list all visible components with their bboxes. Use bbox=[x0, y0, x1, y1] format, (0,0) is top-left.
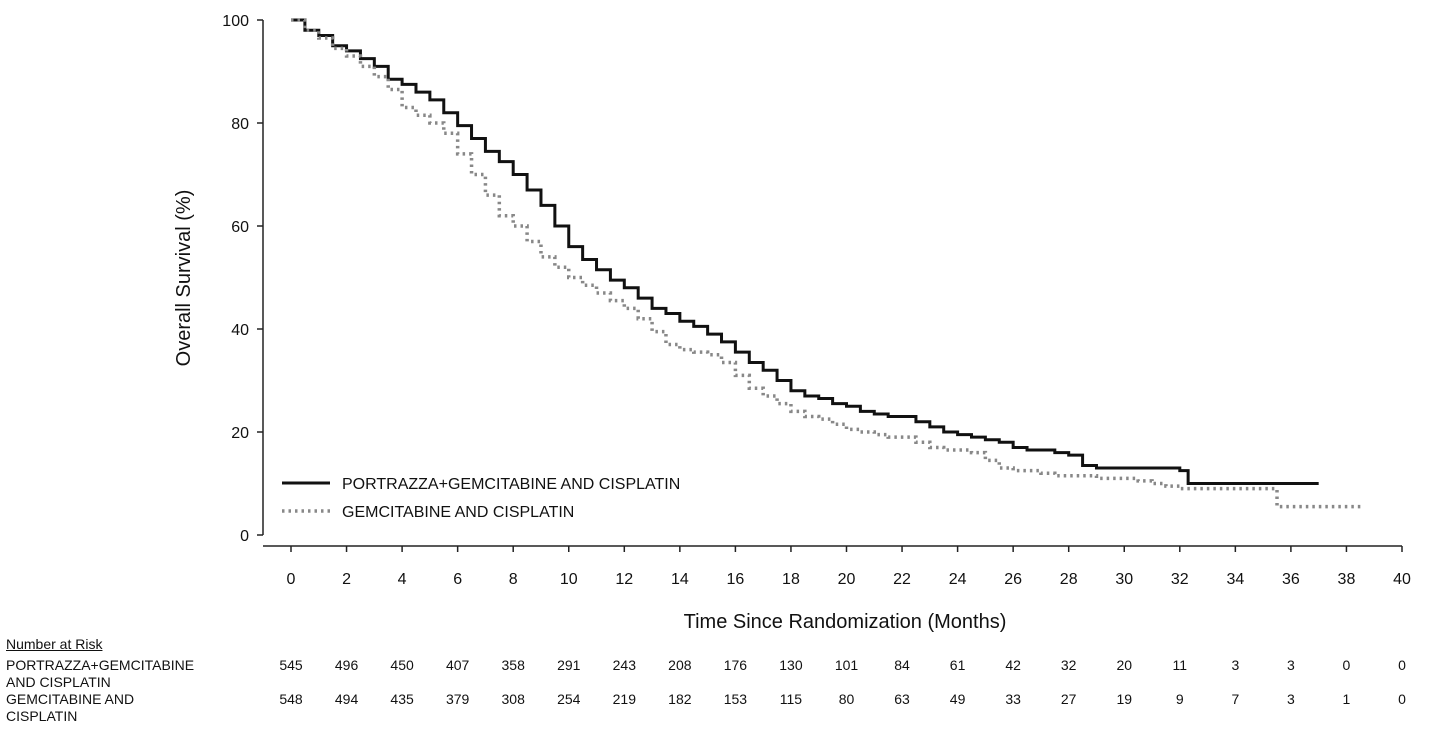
risk-value: 115 bbox=[779, 691, 803, 707]
risk-value: 11 bbox=[1172, 657, 1188, 673]
risk-value: 254 bbox=[557, 691, 581, 707]
legend-label: PORTRAZZA+GEMCITABINE AND CISPLATIN bbox=[342, 476, 680, 493]
x-tick-label: 24 bbox=[949, 571, 967, 588]
risk-value: 450 bbox=[390, 657, 414, 673]
chart-legend: PORTRAZZA+GEMCITABINE AND CISPLATIN GEMCI… bbox=[282, 476, 680, 521]
x-tick-label: 26 bbox=[1004, 571, 1022, 588]
risk-value: 153 bbox=[723, 691, 748, 707]
risk-value: 435 bbox=[390, 691, 414, 707]
x-tick-label: 8 bbox=[509, 571, 518, 588]
risk-value: 308 bbox=[501, 691, 525, 707]
risk-value: 101 bbox=[834, 657, 859, 673]
risk-value: 9 bbox=[1175, 691, 1184, 707]
y-tick-label: 100 bbox=[222, 13, 249, 30]
risk-value: 0 bbox=[1342, 657, 1351, 673]
y-tick-label: 60 bbox=[231, 219, 249, 236]
risk-value: 49 bbox=[949, 691, 966, 707]
x-tick-label: 34 bbox=[1226, 571, 1244, 588]
x-tick-label: 28 bbox=[1060, 571, 1078, 588]
risk-row-label: GEMCITABINE AND CISPLATIN bbox=[6, 691, 276, 725]
x-tick-label: 16 bbox=[727, 571, 745, 588]
x-tick-label: 32 bbox=[1171, 571, 1189, 588]
x-tick-label: 38 bbox=[1338, 571, 1356, 588]
x-tick-label: 2 bbox=[342, 571, 351, 588]
risk-value: 84 bbox=[894, 657, 910, 673]
x-tick-label: 18 bbox=[782, 571, 800, 588]
y-tick-label: 80 bbox=[231, 116, 249, 133]
legend-label: GEMCITABINE AND CISPLATIN bbox=[342, 504, 574, 521]
risk-value: 19 bbox=[1116, 691, 1133, 707]
risk-value: 27 bbox=[1060, 691, 1077, 707]
y-axis-label: Overall Survival (%) bbox=[173, 190, 195, 367]
risk-value: 130 bbox=[779, 657, 803, 673]
series-layer bbox=[291, 18, 1361, 509]
risk-value: 182 bbox=[668, 691, 692, 707]
risk-value: 63 bbox=[894, 691, 910, 707]
x-tick-label: 0 bbox=[287, 571, 296, 588]
risk-row-label-line: AND CISPLATIN bbox=[6, 674, 111, 690]
risk-value: 0 bbox=[1398, 657, 1406, 673]
risk-value: 61 bbox=[949, 657, 966, 673]
x-tick-label: 10 bbox=[560, 571, 578, 588]
risk-row-label-line: CISPLATIN bbox=[6, 708, 78, 724]
series-line-gemcitabine-cisplatin bbox=[291, 18, 1361, 509]
risk-value: 1 bbox=[1342, 691, 1351, 707]
x-tick-label: 4 bbox=[398, 571, 407, 588]
x-tick-label: 6 bbox=[453, 571, 462, 588]
risk-value: 176 bbox=[723, 657, 748, 673]
x-tick-label: 22 bbox=[893, 571, 911, 588]
risk-value: 208 bbox=[668, 657, 692, 673]
risk-row-label: PORTRAZZA+GEMCITABINE AND CISPLATIN bbox=[6, 657, 276, 691]
risk-value: 496 bbox=[334, 657, 359, 673]
x-tick-label: 30 bbox=[1115, 571, 1133, 588]
x-tick-label: 36 bbox=[1282, 571, 1300, 588]
risk-value: 32 bbox=[1060, 657, 1077, 673]
risk-row-label-line: GEMCITABINE AND bbox=[6, 691, 135, 707]
series-line-portrazza-gemcitabine-cisplatin bbox=[291, 18, 1319, 485]
risk-value: 7 bbox=[1231, 691, 1240, 707]
risk-value: 33 bbox=[1005, 691, 1021, 707]
risk-value: 548 bbox=[279, 691, 303, 707]
risk-value: 545 bbox=[279, 657, 303, 673]
x-axis-label: Time Since Randomization (Months) bbox=[684, 611, 1007, 633]
x-tick-label: 40 bbox=[1393, 571, 1411, 588]
risk-value: 407 bbox=[445, 657, 470, 673]
risk-value: 3 bbox=[1231, 657, 1240, 673]
y-tick-label: 20 bbox=[231, 425, 249, 442]
risk-value: 3 bbox=[1286, 657, 1295, 673]
risk-value: 358 bbox=[501, 657, 525, 673]
x-tick-label: 14 bbox=[671, 571, 689, 588]
x-tick-label: 12 bbox=[615, 571, 633, 588]
risk-value: 20 bbox=[1116, 657, 1133, 673]
risk-value: 494 bbox=[334, 691, 359, 707]
risk-value: 379 bbox=[445, 691, 470, 707]
risk-value: 243 bbox=[612, 657, 636, 673]
x-tick-label: 20 bbox=[838, 571, 856, 588]
risk-value: 3 bbox=[1286, 691, 1295, 707]
y-tick-label: 40 bbox=[231, 322, 249, 339]
risk-value: 42 bbox=[1005, 657, 1021, 673]
risk-value: 0 bbox=[1398, 691, 1406, 707]
risk-value: 80 bbox=[838, 691, 855, 707]
risk-row-label-line: PORTRAZZA+GEMCITABINE bbox=[6, 657, 195, 673]
y-tick-label: 0 bbox=[240, 528, 249, 545]
risk-value: 219 bbox=[612, 691, 636, 707]
risk-value: 291 bbox=[557, 657, 581, 673]
risk-table-title: Number at Risk bbox=[6, 636, 103, 652]
